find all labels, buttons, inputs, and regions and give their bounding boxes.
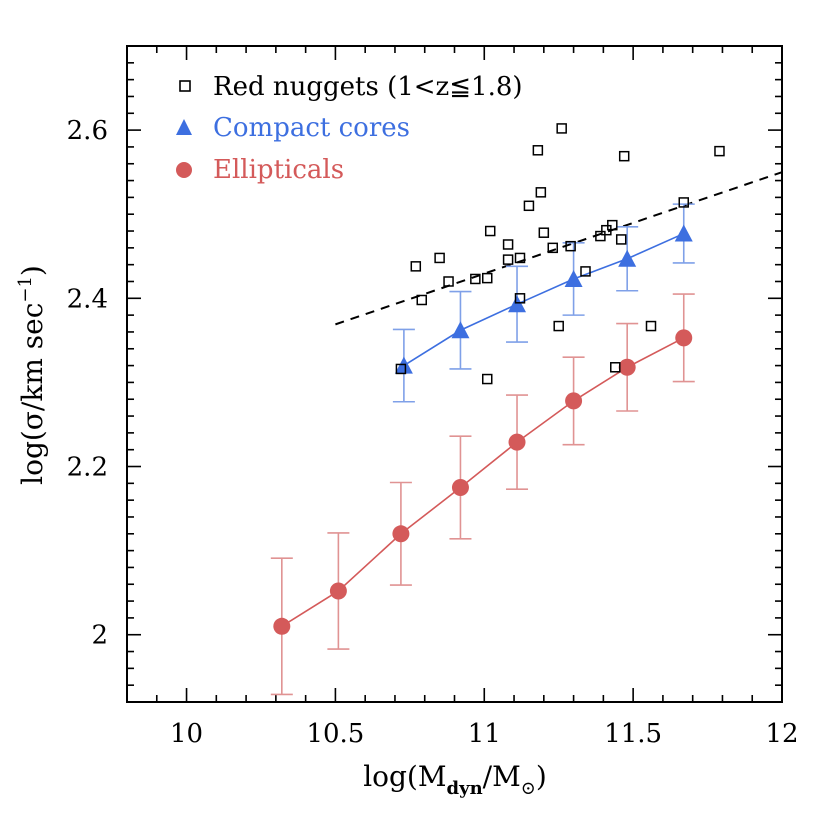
ellipticals-layer xyxy=(270,293,695,696)
legend-nugget-label: Red nuggets (1<z≦1.8) xyxy=(213,72,523,102)
nugget-point xyxy=(556,123,567,134)
nugget-point xyxy=(443,276,454,287)
legend-nugget-marker xyxy=(179,80,191,92)
elliptical-series-line xyxy=(281,337,685,627)
nugget-point xyxy=(547,242,558,254)
legend-ellipticals-label: Ellipticals xyxy=(213,155,344,185)
y-axis-title: log(σ/km sec−1) xyxy=(15,265,49,485)
x-tick-label: 10 xyxy=(170,719,203,749)
y-tick-label: 2.6 xyxy=(67,116,108,146)
nugget-point xyxy=(434,252,445,264)
nugget-point xyxy=(538,227,550,238)
y-tick-label: 2.4 xyxy=(67,284,108,314)
red-nuggets-layer xyxy=(395,123,725,385)
core-point xyxy=(508,295,527,313)
core-series-line xyxy=(403,232,685,367)
core-point xyxy=(674,224,693,242)
axis-ticks xyxy=(126,45,783,703)
nugget-point xyxy=(580,266,591,277)
legend-cores-label: Compact cores xyxy=(213,113,410,143)
nugget-point xyxy=(607,219,618,231)
nugget-point xyxy=(610,362,621,373)
x-tick-label: 10.5 xyxy=(306,719,364,749)
core-point xyxy=(618,249,637,267)
elliptical-point xyxy=(273,617,291,635)
nugget-point xyxy=(470,273,481,285)
legend-ellipticals-marker xyxy=(176,162,192,178)
nugget-point xyxy=(714,145,725,157)
nugget-point xyxy=(410,261,422,272)
elliptical-point xyxy=(329,582,347,600)
nugget-point xyxy=(595,230,606,242)
elliptical-point xyxy=(675,329,693,347)
nugget-point xyxy=(395,363,407,375)
elliptical-point xyxy=(618,358,636,376)
nugget-point xyxy=(484,225,496,237)
elliptical-point xyxy=(451,479,469,497)
legend-cores-marker xyxy=(176,119,192,135)
fit-dashed-line xyxy=(335,171,783,326)
axis-tick-labels: 10 10.5 11 11.5 12 2 2.2 2.4 2.6 xyxy=(67,116,799,749)
x-axis-title: log(Mdyn/M⊙) xyxy=(363,760,547,799)
legend: Red nuggets (1<z≦1.8) Compact cores Elli… xyxy=(176,72,523,185)
nugget-point xyxy=(535,187,547,198)
x-tick-label: 11 xyxy=(468,719,501,749)
fit-line-layer xyxy=(335,171,783,326)
nugget-point xyxy=(678,197,689,208)
nugget-point xyxy=(565,240,576,252)
nugget-point xyxy=(532,145,544,156)
elliptical-point xyxy=(508,433,526,451)
nugget-point xyxy=(482,272,493,284)
core-point xyxy=(564,269,583,287)
y-tick-label: 2.2 xyxy=(67,453,108,483)
nugget-point xyxy=(514,293,526,304)
nugget-point xyxy=(645,320,657,332)
nugget-point xyxy=(482,373,493,385)
nugget-point xyxy=(502,254,514,265)
x-tick-label: 12 xyxy=(765,719,798,749)
nugget-point xyxy=(553,320,564,332)
compact-cores-layer xyxy=(392,203,695,403)
elliptical-point xyxy=(565,392,583,410)
nugget-point xyxy=(514,252,526,264)
nugget-point xyxy=(615,234,627,245)
core-point xyxy=(451,321,470,339)
elliptical-point xyxy=(392,525,410,543)
y-tick-label: 2 xyxy=(91,621,108,651)
nugget-point xyxy=(502,239,514,250)
x-tick-label: 11.5 xyxy=(604,719,662,749)
nugget-point xyxy=(523,200,535,212)
nugget-point xyxy=(416,294,427,306)
nugget-point xyxy=(618,150,630,162)
